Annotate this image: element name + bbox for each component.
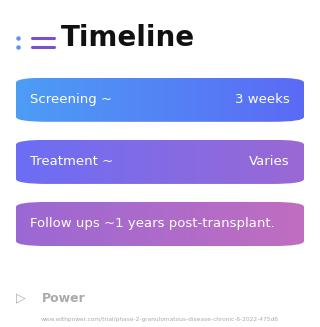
- Text: ▷: ▷: [16, 292, 26, 305]
- Text: 3 weeks: 3 weeks: [235, 93, 290, 106]
- Text: Screening ~: Screening ~: [30, 93, 113, 106]
- Text: Timeline: Timeline: [61, 24, 195, 52]
- Text: Follow ups ~1 years post-transplant.: Follow ups ~1 years post-transplant.: [30, 217, 275, 231]
- Text: Varies: Varies: [249, 155, 290, 168]
- Text: Treatment ~: Treatment ~: [30, 155, 114, 168]
- Text: www.withpower.com/trial/phase-2-granulomatous-disease-chronic-6-2022-475d6: www.withpower.com/trial/phase-2-granulom…: [41, 317, 279, 322]
- Text: Power: Power: [42, 292, 85, 305]
